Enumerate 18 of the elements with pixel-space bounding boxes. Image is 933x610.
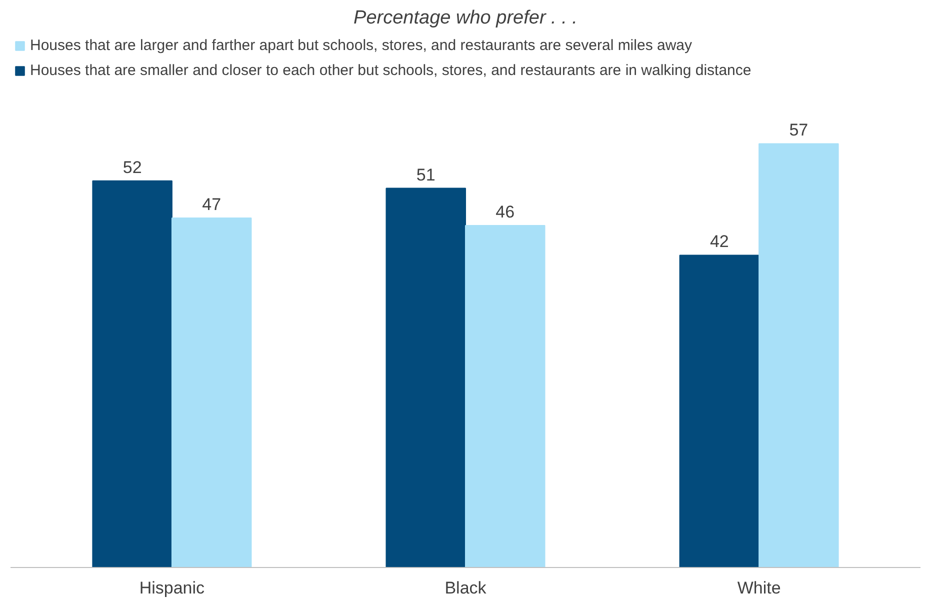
legend-label: Houses that are larger and farther apart but schools, stores, and restaurants are several miles away [30, 37, 692, 54]
bar [92, 180, 172, 568]
x-tick-label: White [737, 578, 781, 598]
data-label: 52 [122, 158, 142, 177]
x-tick-label: Hispanic [139, 578, 206, 598]
data-label: 51 [416, 165, 436, 184]
bar [758, 143, 839, 568]
bar [465, 224, 546, 568]
bar [171, 218, 252, 568]
bar [679, 254, 760, 568]
data-label: 47 [202, 195, 222, 214]
data-label: 57 [789, 120, 808, 140]
legend-label: Houses that are smaller and closer to each other but schools, stores, and restaurants are in walking distance [30, 62, 752, 79]
data-label: 46 [496, 202, 515, 222]
bar [386, 188, 466, 568]
data-label: 42 [710, 232, 729, 252]
chart-title: Percentage who prefer . . . [354, 8, 578, 28]
x-tick-label: Black [444, 578, 487, 598]
